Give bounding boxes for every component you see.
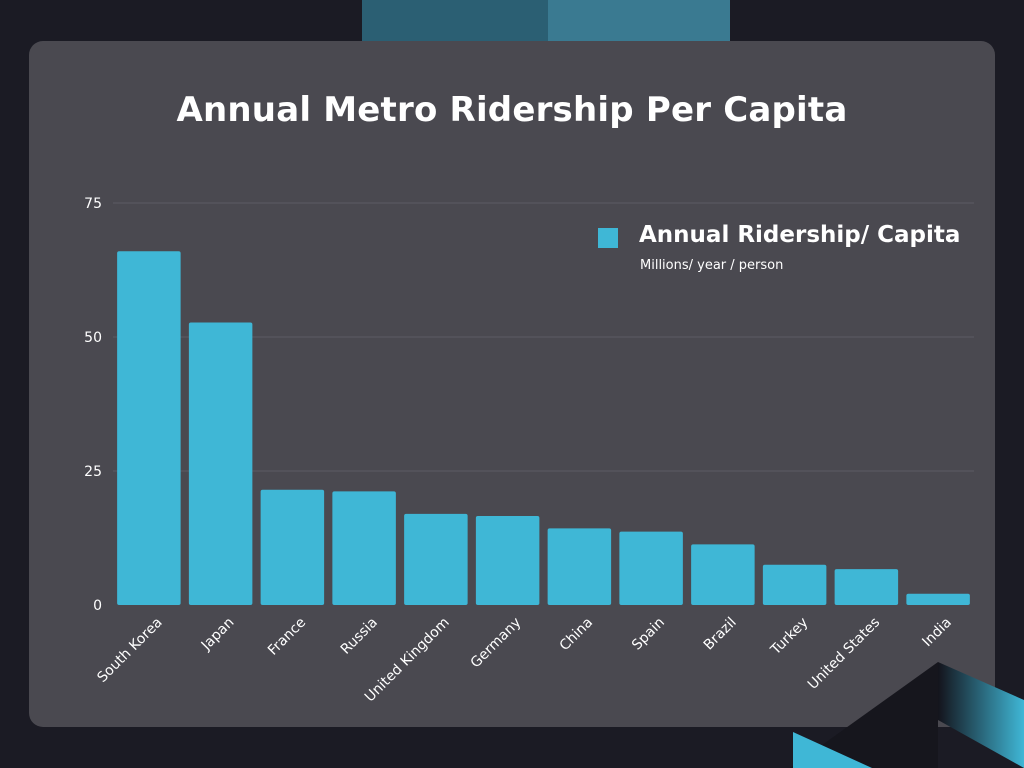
- bar-spain: [619, 531, 683, 605]
- y-tick-label: 0: [93, 598, 102, 614]
- x-tick-label: South Korea: [94, 615, 165, 686]
- legend-label: Annual Ridership/ Capita: [639, 222, 961, 248]
- bar-russia: [332, 491, 396, 605]
- legend-subtitle: Millions/ year / person: [640, 258, 784, 273]
- legend-swatch: [598, 228, 618, 248]
- grid-lines: [113, 202, 974, 472]
- bar-brazil: [691, 544, 755, 605]
- bar-germany: [475, 516, 540, 605]
- bar-united-states: [834, 569, 899, 605]
- x-tick-label: India: [919, 615, 955, 651]
- bar-china: [547, 528, 612, 605]
- x-tick-label: Russia: [338, 615, 381, 658]
- y-tick-label: 50: [84, 330, 102, 346]
- bar-united-kingdom: [404, 513, 468, 605]
- bar-turkey: [762, 564, 827, 605]
- x-tick-label: Brazil: [701, 615, 740, 654]
- bar-japan: [188, 322, 253, 605]
- x-tick-label: Japan: [198, 615, 238, 655]
- x-tick-label: Spain: [629, 615, 668, 654]
- bar-france: [260, 489, 325, 605]
- bar-south-korea: [117, 251, 181, 606]
- chart-title: Annual Metro Ridership Per Capita: [176, 90, 848, 130]
- y-tick-label: 75: [84, 196, 102, 212]
- y-axis-ticks: 0 25 50 75: [84, 196, 102, 614]
- decor-corner-dark: [790, 662, 938, 768]
- x-tick-label: France: [265, 615, 309, 659]
- x-tick-label: Turkey: [767, 615, 811, 659]
- y-tick-label: 25: [84, 464, 102, 480]
- bars: [117, 251, 970, 606]
- x-tick-label: China: [557, 615, 597, 655]
- decor-corner-accent: [793, 732, 872, 768]
- x-tick-label: Germany: [468, 615, 525, 672]
- x-tick-label: United States: [805, 615, 883, 693]
- decor-corner-gradient: [938, 662, 1024, 768]
- bar-india: [906, 593, 970, 605]
